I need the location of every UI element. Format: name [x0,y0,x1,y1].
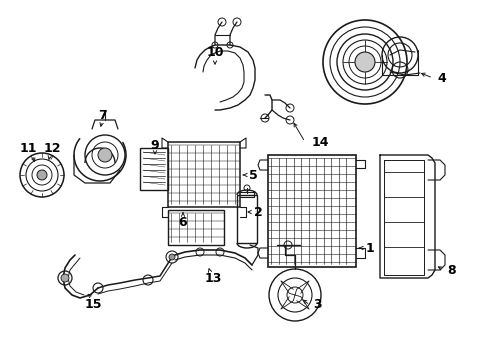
Text: 2: 2 [254,206,262,219]
Text: 8: 8 [448,264,456,276]
Bar [168,210,224,245]
Circle shape [98,148,112,162]
Text: 9: 9 [151,139,159,152]
Text: 7: 7 [98,108,106,122]
Text: 11: 11 [19,141,37,154]
Text: 13: 13 [204,271,221,284]
Bar [140,148,168,190]
Text: 3: 3 [314,298,322,311]
Text: 6: 6 [179,216,187,229]
Bar [237,195,257,243]
Circle shape [61,274,69,282]
Bar [268,155,356,267]
Circle shape [355,52,375,72]
Text: 1: 1 [366,242,374,255]
Text: 4: 4 [438,72,446,85]
Circle shape [37,170,47,180]
Text: 5: 5 [248,168,257,181]
Text: 14: 14 [311,135,329,149]
Text: 12: 12 [43,141,61,154]
Bar [168,142,240,207]
Text: 15: 15 [84,298,102,311]
Text: 10: 10 [206,45,224,59]
Circle shape [169,254,175,260]
